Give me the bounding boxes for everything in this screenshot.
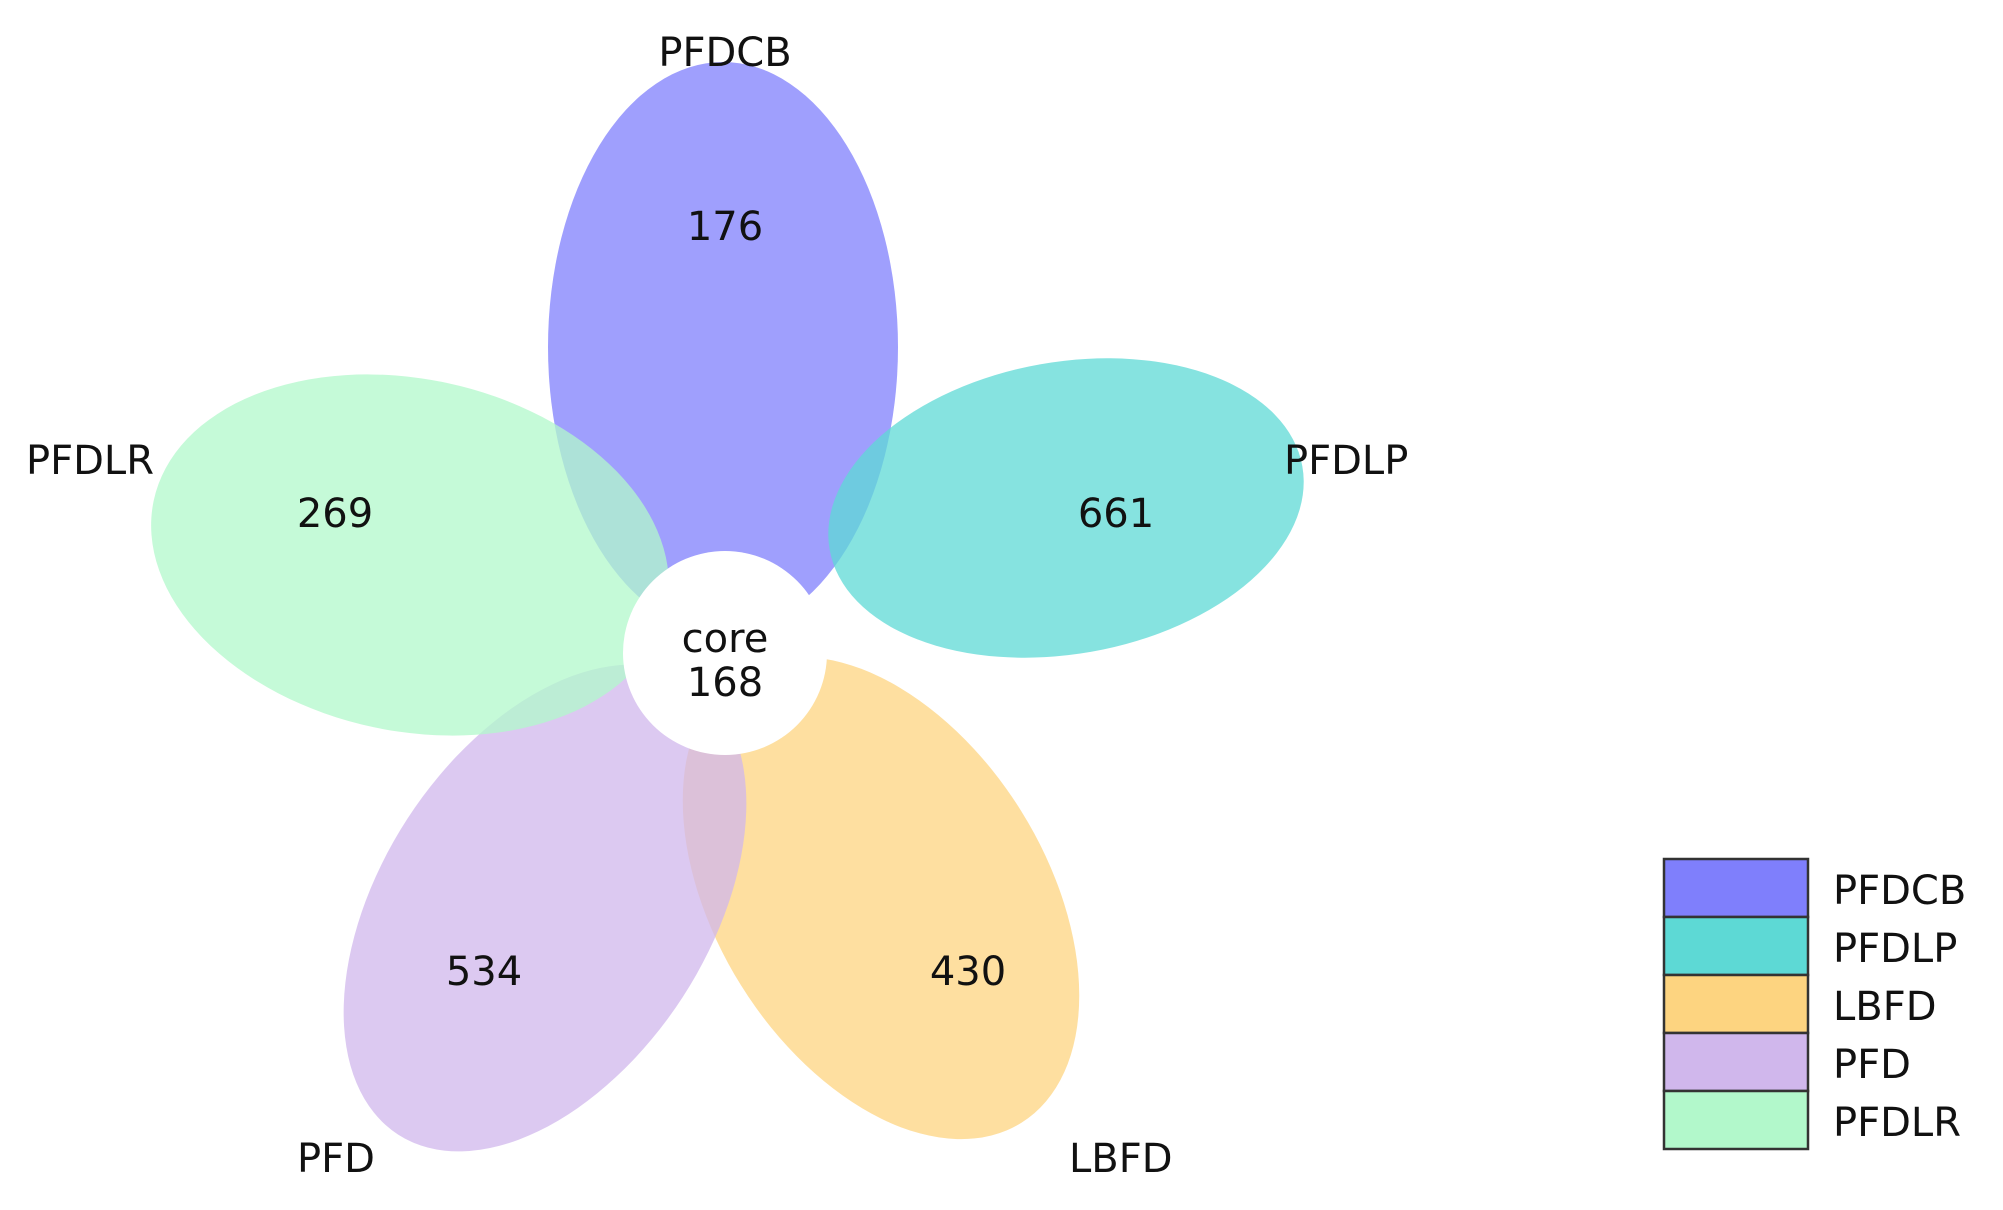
petal-count-lbfd: 430 [930, 949, 1006, 995]
legend-swatch-pfd [1662, 1031, 1810, 1093]
legend: PFDCB PFDLP LBFD PFD PFDLR [1662, 857, 1966, 1151]
petal-label-pfdlr: PFDLR [26, 438, 154, 484]
legend-label-pfdcb: PFDCB [1833, 868, 1966, 914]
core-count: 168 [687, 660, 763, 706]
petal-pfdlr [151, 374, 669, 736]
petal-label-lbfd: LBFD [1069, 1136, 1173, 1182]
petal-count-pfdcb: 176 [687, 204, 763, 250]
legend-swatch-lbfd [1662, 973, 1810, 1035]
petal-pfdlp [828, 358, 1304, 658]
petals-group [151, 62, 1304, 1152]
legend-label-lbfd: LBFD [1833, 984, 1937, 1030]
petal-labels: PFDCB PFDLP LBFD PFD PFDLR [26, 30, 1408, 1182]
petal-lbfd [682, 656, 1080, 1140]
petal-pfd [343, 664, 747, 1152]
petal-counts: 176 661 430 534 269 [297, 204, 1154, 995]
petal-count-pfd: 534 [446, 949, 522, 995]
legend-label-pfdlr: PFDLR [1833, 1100, 1961, 1146]
legend-label-pfd: PFD [1833, 1042, 1911, 1088]
petal-count-pfdlr: 269 [297, 491, 373, 537]
legend-swatch-pfdlr [1662, 1089, 1810, 1151]
petal-count-pfdlp: 661 [1078, 491, 1154, 537]
core-label: core [682, 616, 769, 662]
legend-swatch-pfdcb [1662, 857, 1810, 919]
legend-swatch-pfdlp [1662, 915, 1810, 977]
core-circle [623, 551, 827, 755]
petal-pfdcb [548, 62, 898, 632]
petal-label-pfd: PFD [297, 1136, 375, 1182]
petal-label-pfdcb: PFDCB [658, 30, 791, 76]
legend-label-pfdlp: PFDLP [1833, 926, 1957, 972]
petal-label-pfdlp: PFDLP [1284, 438, 1408, 484]
